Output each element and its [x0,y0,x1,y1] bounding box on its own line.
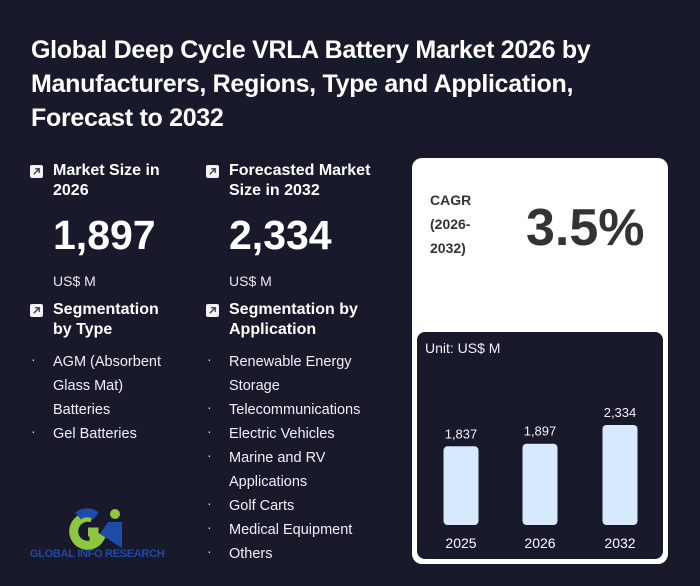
forecast-size-block: Forecasted Market Size in 2032 2,334 US$… [206,161,396,289]
chart-unit-label: Unit: US$ M [425,340,501,356]
segmentation-application-block: Segmentation by Application Renewable En… [206,300,406,566]
bar-2026 [522,443,558,525]
arrow-up-right-icon [206,304,219,317]
global-info-research-logo: GLOBAL INFO RESEARCH [30,508,172,563]
application-list-item: Others [206,539,406,566]
logo-text: GLOBAL INFO RESEARCH [30,548,165,560]
bar-value-label: 2,334 [604,405,637,420]
market-size-value: 1,897 [53,212,156,258]
application-list: Renewable Energy StorageTelecommunicatio… [206,347,406,566]
bar-2032 [602,425,638,525]
bar-value-label: 1,897 [524,424,557,439]
forecast-size-value: 2,334 [229,212,332,258]
bar-chart-panel: Unit: US$ M 1,837 2025 1,897 2026 2,334 2032 [417,332,663,559]
bar-chart: 1,837 2025 1,897 2026 2,334 2032 [443,405,638,551]
cagr-label-line: CAGR [430,192,472,208]
cagr-label: CAGR (2026- 2032) [430,188,471,260]
cagr-card: CAGR (2026- 2032) 3.5% Unit: US$ M 1,837 20… [412,158,668,564]
market-size-label: Market Size in 2026 [53,162,160,199]
x-tick-label: 2026 [524,535,555,551]
cagr-label-line: (2026- [430,216,471,232]
cagr-value: 3.5% [526,199,645,257]
type-list-item: AGM (Absorbent Glass Mat) Batteries [30,347,180,422]
arrow-up-right-icon [30,304,43,317]
forecast-size-unit: US$ M [229,273,272,289]
application-list-item: Renewable Energy Storage [206,347,406,398]
page-title: Global Deep Cycle VRLA Battery Market 20… [31,36,591,132]
logo-mark-icon [69,508,122,550]
market-size-unit: US$ M [53,273,96,289]
segmentation-type-label: Segmentation by Type [53,301,159,338]
type-list-item: Gel Batteries [30,419,180,446]
application-list-item: Telecommunications [206,395,406,422]
x-tick-label: 2032 [604,535,635,551]
arrow-up-right-icon [30,165,43,178]
application-list-item: Electric Vehicles [206,419,406,446]
segmentation-type-block: Segmentation by Type AGM (Absorbent Glas… [30,300,180,446]
cagr-label-line: 2032) [430,240,466,256]
forecast-size-label: Forecasted Market Size in 2032 [229,162,371,199]
arrow-up-right-icon [206,165,219,178]
application-list-item: Medical Equipment [206,515,406,542]
x-tick-label: 2025 [445,535,476,551]
application-list-item: Marine and RV Applications [206,443,406,494]
segmentation-application-label: Segmentation by Application [229,301,358,338]
market-size-block: Market Size in 2026 1,897 US$ M [30,161,190,289]
application-list-item: Golf Carts [206,491,406,518]
bar-2025 [443,446,479,525]
type-list: AGM (Absorbent Glass Mat) BatteriesGel B… [30,347,180,446]
bar-value-label: 1,837 [445,426,478,441]
